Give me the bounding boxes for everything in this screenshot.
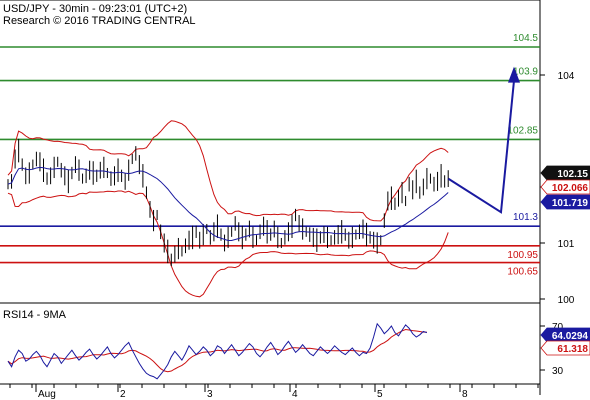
lower-band	[7, 190, 449, 298]
time-tick-label: Aug	[38, 389, 56, 400]
price-badges: 102.15 102.066 101.719 64.0294 61.318	[540, 165, 590, 356]
time-tick-label: 5	[377, 389, 383, 400]
horizontal-levels: 104.5 103.9 102.85 101.3 100.95 100.65	[0, 33, 540, 278]
rsi-line	[7, 322, 428, 380]
moving-average	[7, 166, 449, 241]
level-label: 101.3	[513, 212, 538, 223]
time-tick-label: 3	[207, 389, 213, 400]
price-tick-label: 101	[558, 239, 575, 250]
level-label: 100.95	[507, 250, 538, 261]
level-label: 102.85	[507, 125, 538, 136]
projection-arrow	[447, 66, 520, 214]
price-badge-bg	[540, 165, 590, 181]
rsi-badge-bg	[540, 327, 590, 343]
rsi-badge-text: 64.0294	[552, 331, 589, 342]
bollinger-bands	[7, 120, 449, 298]
price-badge-text: 102.066	[552, 183, 589, 194]
rsi-tick-label: 30	[552, 366, 564, 377]
copyright-line: Research © 2016 TRADING CENTRAL	[3, 15, 196, 27]
level-label: 100.65	[507, 267, 538, 278]
chart-title: USD/JPY - 30min - 09:23:01 (UTC+2)	[3, 3, 187, 15]
price-badge-text: 101.719	[552, 198, 589, 209]
time-tick-label: 2	[120, 389, 126, 400]
level-label: 104.5	[513, 33, 538, 44]
price-badge-bg	[540, 194, 590, 210]
rsi-tick-label: 70	[552, 322, 564, 333]
price-bars	[7, 138, 449, 266]
ma-line	[7, 166, 449, 241]
projection-arrowhead	[508, 66, 520, 83]
rsi-panel-label: RSI14 - 9MA	[3, 309, 67, 321]
time-tick-label: 4	[292, 389, 298, 400]
time-axis-ticks: Aug 2 3 4 5 8	[9, 384, 539, 400]
rsi-lines	[7, 322, 428, 380]
rsi-badge-bg	[540, 340, 590, 356]
rsi-ma-line	[7, 328, 427, 373]
upper-band	[7, 120, 449, 222]
price-badge-text: 102.15	[557, 169, 588, 180]
price-badge-bg	[540, 179, 590, 195]
level-label: 103.9	[513, 67, 538, 78]
price-tick-label: 100	[558, 295, 575, 306]
time-tick-label: 8	[462, 389, 468, 400]
rsi-axis-ticks: 30 70	[540, 322, 564, 377]
price-tick-label: 104	[558, 71, 575, 82]
rsi-badge-text: 61.318	[557, 344, 588, 355]
projection-path	[447, 80, 515, 214]
